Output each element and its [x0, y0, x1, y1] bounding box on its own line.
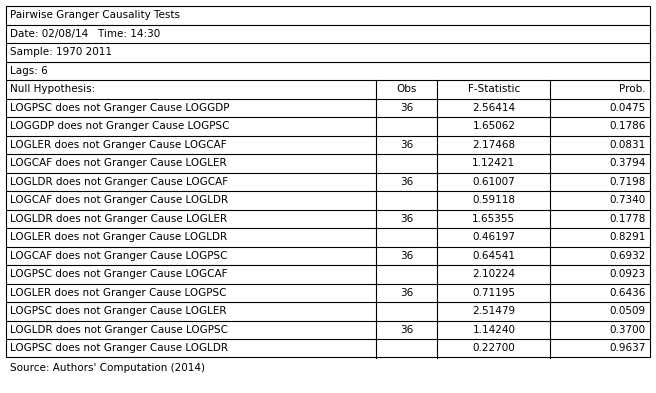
Text: 1.12421: 1.12421	[472, 158, 516, 168]
Text: 36: 36	[400, 325, 413, 335]
Text: 2.17468: 2.17468	[472, 140, 516, 150]
Text: 0.6932: 0.6932	[609, 251, 646, 261]
Text: 36: 36	[400, 140, 413, 150]
Text: 0.71195: 0.71195	[472, 288, 516, 298]
Text: 0.0509: 0.0509	[610, 306, 646, 316]
Text: 0.0831: 0.0831	[609, 140, 646, 150]
Text: LOGLDR does not Granger Cause LOGLER: LOGLDR does not Granger Cause LOGLER	[10, 214, 227, 224]
Text: 0.1786: 0.1786	[609, 121, 646, 131]
Text: 0.64541: 0.64541	[472, 251, 516, 261]
Text: LOGCAF does not Granger Cause LOGLDR: LOGCAF does not Granger Cause LOGLDR	[10, 195, 228, 205]
Text: 1.65355: 1.65355	[472, 214, 516, 224]
Text: Pairwise Granger Causality Tests: Pairwise Granger Causality Tests	[10, 10, 180, 20]
Text: LOGLER does not Granger Cause LOGLDR: LOGLER does not Granger Cause LOGLDR	[10, 232, 227, 242]
Text: 0.0475: 0.0475	[609, 103, 646, 113]
Text: 2.10224: 2.10224	[472, 269, 516, 279]
Text: 0.22700: 0.22700	[472, 343, 515, 353]
Text: 2.51479: 2.51479	[472, 306, 516, 316]
Text: LOGLER does not Granger Cause LOGPSC: LOGLER does not Granger Cause LOGPSC	[10, 288, 226, 298]
Text: Sample: 1970 2011: Sample: 1970 2011	[10, 47, 112, 57]
Bar	[6, 6, 650, 358]
Text: 36: 36	[400, 251, 413, 261]
Text: Source: Authors' Computation (2014): Source: Authors' Computation (2014)	[10, 362, 205, 373]
Text: 0.7198: 0.7198	[609, 177, 646, 187]
Text: 0.6436: 0.6436	[609, 288, 646, 298]
Text: Obs: Obs	[397, 84, 417, 94]
Text: 0.59118: 0.59118	[472, 195, 516, 205]
Text: 1.14240: 1.14240	[472, 325, 516, 335]
Text: 36: 36	[400, 177, 413, 187]
Text: LOGCAF does not Granger Cause LOGPSC: LOGCAF does not Granger Cause LOGPSC	[10, 251, 228, 261]
Text: LOGLDR does not Granger Cause LOGCAF: LOGLDR does not Granger Cause LOGCAF	[10, 177, 228, 187]
Text: 0.46197: 0.46197	[472, 232, 516, 242]
Text: 0.61007: 0.61007	[472, 177, 515, 187]
Text: Prob.: Prob.	[619, 84, 646, 94]
Text: LOGLDR does not Granger Cause LOGPSC: LOGLDR does not Granger Cause LOGPSC	[10, 325, 228, 335]
Text: LOGPSC does not Granger Cause LOGLER: LOGPSC does not Granger Cause LOGLER	[10, 306, 226, 316]
Text: 0.8291: 0.8291	[609, 232, 646, 242]
Text: 0.7340: 0.7340	[609, 195, 646, 205]
Text: 0.3700: 0.3700	[610, 325, 646, 335]
Text: LOGCAF does not Granger Cause LOGLER: LOGCAF does not Granger Cause LOGLER	[10, 158, 226, 168]
Text: Lags: 6: Lags: 6	[10, 66, 48, 76]
Text: F-Statistic: F-Statistic	[468, 84, 520, 94]
Text: 0.1778: 0.1778	[609, 214, 646, 224]
Text: LOGPSC does not Granger Cause LOGCAF: LOGPSC does not Granger Cause LOGCAF	[10, 269, 228, 279]
Text: Date: 02/08/14   Time: 14:30: Date: 02/08/14 Time: 14:30	[10, 29, 160, 39]
Text: LOGPSC does not Granger Cause LOGLDR: LOGPSC does not Granger Cause LOGLDR	[10, 343, 228, 353]
Text: 0.3794: 0.3794	[609, 158, 646, 168]
Text: 36: 36	[400, 214, 413, 224]
Text: 1.65062: 1.65062	[472, 121, 516, 131]
Text: 36: 36	[400, 288, 413, 298]
Text: 36: 36	[400, 103, 413, 113]
Text: LOGLER does not Granger Cause LOGCAF: LOGLER does not Granger Cause LOGCAF	[10, 140, 226, 150]
Text: Null Hypothesis:: Null Hypothesis:	[10, 84, 95, 94]
Text: LOGPSC does not Granger Cause LOGGDP: LOGPSC does not Granger Cause LOGGDP	[10, 103, 230, 113]
Text: 0.0923: 0.0923	[609, 269, 646, 279]
Text: 0.9637: 0.9637	[609, 343, 646, 353]
Text: 2.56414: 2.56414	[472, 103, 516, 113]
Text: LOGGDP does not Granger Cause LOGPSC: LOGGDP does not Granger Cause LOGPSC	[10, 121, 230, 131]
